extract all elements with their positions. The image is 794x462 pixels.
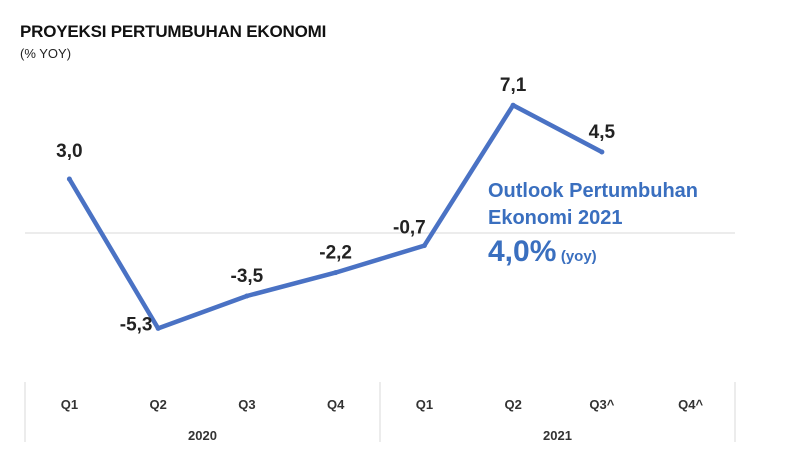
- data-label: -2,2: [319, 243, 352, 264]
- data-label: -3,5: [231, 266, 264, 287]
- x-tick-label: Q4^: [678, 397, 703, 412]
- data-label: -0,7: [393, 218, 426, 239]
- x-group-label: 2020: [188, 428, 217, 443]
- outlook-panel: Outlook Pertumbuhan Ekonomi 2021 4,0% (y…: [488, 178, 698, 272]
- chart-title: PROYEKSI PERTUMBUHAN EKONOMI: [20, 22, 327, 41]
- data-label: 7,1: [500, 75, 527, 96]
- data-point: [244, 293, 250, 299]
- outlook-line1: Outlook Pertumbuhan: [488, 180, 698, 202]
- x-tick-label: Q3^: [589, 397, 614, 412]
- data-label: -5,3: [120, 314, 153, 335]
- data-point: [599, 149, 605, 155]
- x-tick-label: Q4: [327, 397, 345, 412]
- data-point: [333, 270, 339, 276]
- data-point: [421, 243, 427, 249]
- data-point: [66, 176, 72, 182]
- data-point: [510, 102, 516, 108]
- x-tick-label: Q2: [504, 397, 521, 412]
- outlook-value: 4,0%: [488, 235, 557, 268]
- data-point: [155, 325, 161, 331]
- x-tick-label: Q1: [416, 397, 433, 412]
- outlook-unit: (yoy): [560, 248, 597, 265]
- x-tick-label: Q3: [238, 397, 255, 412]
- x-group-label: 2021: [543, 428, 572, 443]
- x-tick-label: Q1: [61, 397, 78, 412]
- x-tick-label: Q2: [149, 397, 166, 412]
- chart-subtitle: (% YOY): [20, 46, 72, 61]
- data-label: 3,0: [56, 141, 82, 162]
- outlook-line2: Ekonomi 2021: [488, 207, 623, 229]
- series-line: [67, 102, 605, 331]
- data-label: 4,5: [589, 122, 616, 143]
